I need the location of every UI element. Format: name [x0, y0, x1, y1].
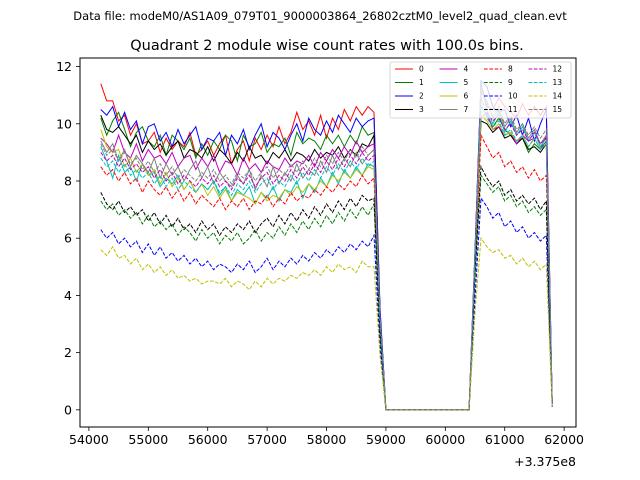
y-tick-label: 4 [64, 288, 72, 303]
legend-label-13: 13 [553, 78, 563, 87]
x-tick-label: 61000 [485, 432, 525, 447]
legend-label-0: 0 [419, 65, 424, 74]
series-lines [100, 79, 553, 411]
series-line-4 [100, 111, 553, 411]
legend-label-2: 2 [419, 92, 424, 101]
y-axis: 0 2 4 6 8 10 12 [56, 59, 80, 417]
legend-label-10: 10 [508, 92, 518, 101]
series-line-12 [100, 97, 553, 411]
series-line-10 [100, 196, 553, 411]
x-tick-label: 58000 [307, 432, 347, 447]
legend-label-14: 14 [553, 92, 563, 101]
legend-frame [389, 61, 572, 119]
series-line-2 [100, 79, 553, 411]
x-axis-offset-label: +3.375e8 [514, 454, 576, 469]
x-axis: 54000 55000 56000 57000 58000 59000 60000 61000… [69, 427, 584, 447]
series-line-15 [100, 89, 553, 411]
legend-label-6: 6 [464, 92, 469, 101]
series-line-0 [100, 83, 553, 411]
legend-label-4: 4 [464, 65, 469, 74]
series-line-13 [100, 103, 553, 411]
x-tick-label: 56000 [188, 432, 228, 447]
series-line-7 [100, 90, 553, 411]
legend-label-8: 8 [508, 65, 513, 74]
series-line-9 [100, 173, 553, 411]
y-tick-label: 8 [64, 174, 72, 189]
legend-label-9: 9 [508, 78, 513, 87]
x-tick-label: 55000 [128, 432, 168, 447]
y-tick-label: 10 [56, 116, 72, 131]
x-tick-label: 54000 [69, 432, 109, 447]
y-tick-label: 2 [64, 345, 72, 360]
chart-title: Quadrant 2 module wise count rates with … [130, 38, 524, 54]
legend-label-12: 12 [553, 65, 563, 74]
x-tick-label: 60000 [425, 432, 465, 447]
series-line-8 [100, 133, 553, 411]
legend-label-1: 1 [419, 78, 424, 87]
x-tick-label: 62000 [544, 432, 584, 447]
series-line-14 [100, 236, 553, 411]
series-line-11 [100, 164, 553, 411]
figure-suptitle: Data file: modeM0/AS1A09_079T01_90000038… [73, 9, 567, 23]
y-tick-label: 12 [56, 59, 72, 74]
legend-label-3: 3 [419, 105, 424, 114]
legend-label-11: 11 [508, 105, 518, 114]
y-tick-label: 6 [64, 231, 72, 246]
legend-label-15: 15 [553, 105, 563, 114]
x-tick-label: 59000 [366, 432, 406, 447]
y-tick-label: 0 [64, 402, 72, 417]
axes-frame [79, 57, 577, 428]
legend-label-7: 7 [464, 105, 469, 114]
legend-label-5: 5 [464, 78, 469, 87]
x-tick-label: 57000 [247, 432, 287, 447]
